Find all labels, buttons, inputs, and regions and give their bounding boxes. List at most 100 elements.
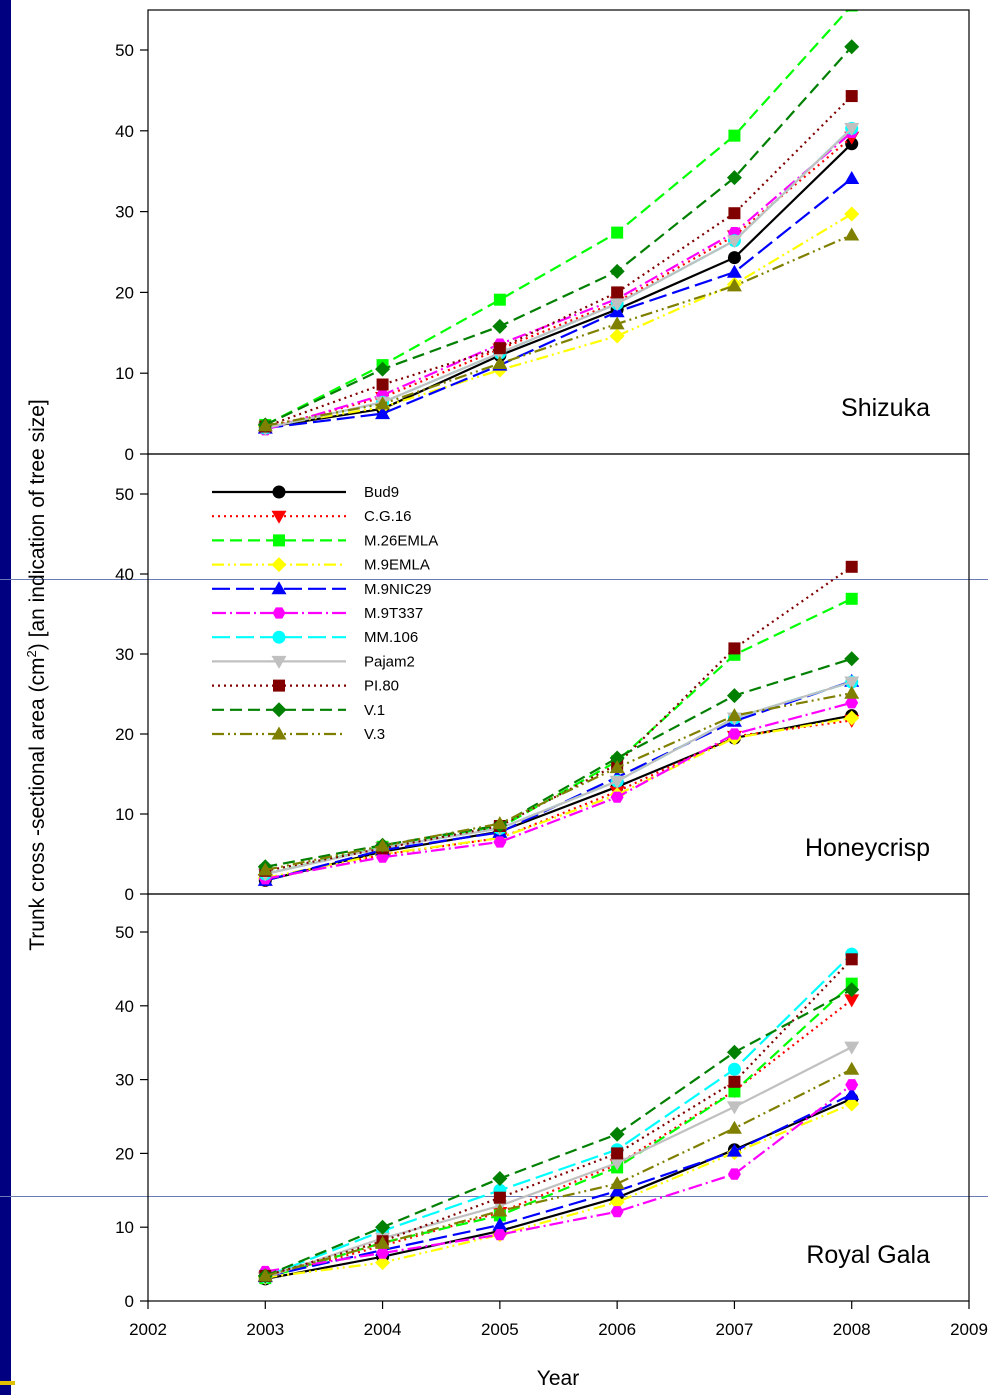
- data-point: [844, 170, 860, 184]
- legend-marker: [271, 581, 287, 595]
- data-point: [492, 1217, 508, 1231]
- data-point: [844, 39, 860, 55]
- data-point: [609, 775, 625, 789]
- series-line-v.3: [265, 692, 852, 872]
- y-tick-label: 0: [125, 445, 134, 464]
- data-point: [845, 592, 858, 605]
- data-point: [492, 816, 508, 830]
- series-line-pi.80: [264, 95, 853, 428]
- x-tick-label: 2005: [481, 1320, 519, 1339]
- legend-marker: [271, 557, 287, 573]
- legend-marker: [271, 726, 287, 740]
- data-point: [376, 378, 389, 391]
- panel-frame: [147, 453, 970, 895]
- legend-label: Pajam2: [364, 653, 415, 670]
- series-line-pi.80: [264, 958, 853, 1277]
- series-line-pi.80: [265, 565, 853, 872]
- series-line-m.26emla: [265, 597, 853, 876]
- data-point: [845, 560, 858, 573]
- data-point: [611, 1147, 624, 1160]
- data-point: [609, 1126, 625, 1142]
- data-point: [257, 862, 273, 876]
- chart-panel-royal-gala: Royal Gala: [147, 893, 970, 1302]
- data-point: [726, 278, 742, 292]
- data-point: [375, 838, 391, 852]
- series-line-c.g.16: [265, 136, 853, 430]
- legend-label: MM.106: [364, 629, 418, 646]
- data-point: [492, 318, 508, 334]
- data-point: [609, 298, 625, 312]
- data-point: [375, 1235, 391, 1249]
- series-line-m.9t337: [264, 131, 853, 431]
- y-tick-label: 40: [115, 122, 134, 141]
- legend: Bud9 C.G.16 M.26EMLA M.9EMLA M.9NIC29 M.9T337…: [212, 484, 438, 743]
- series-line-c.g.16: [265, 999, 853, 1279]
- legend-label: Bud9: [364, 484, 399, 501]
- data-point: [610, 1206, 624, 1218]
- data-point: [728, 642, 741, 655]
- x-tick-label: 2002: [129, 1320, 167, 1339]
- legend-marker: [272, 607, 286, 619]
- data-point: [493, 293, 506, 306]
- series-line-mm.106: [264, 953, 853, 1278]
- data-point: [844, 982, 860, 998]
- data-point: [609, 760, 625, 774]
- data-point: [375, 1219, 391, 1235]
- series-line-pajam2: [264, 1046, 853, 1279]
- legend-label: C.G.16: [364, 508, 412, 525]
- data-point: [727, 1168, 741, 1180]
- chart-panel-shizuka: Shizuka: [147, 9, 970, 455]
- data-point: [492, 1170, 508, 1186]
- series-line-m.26emla: [264, 10, 850, 426]
- slide-rule-line: [0, 579, 988, 580]
- data-point: [844, 122, 860, 136]
- data-point: [609, 328, 625, 344]
- slide-left-strip: [0, 0, 11, 1395]
- data-point: [844, 676, 860, 690]
- series-line-m.9emla: [265, 213, 853, 428]
- data-point: [375, 361, 391, 377]
- data-point: [610, 791, 624, 803]
- series-line-m.26emla: [264, 982, 853, 1280]
- data-point: [609, 1176, 625, 1190]
- data-point: [728, 207, 741, 220]
- panel-label: Shizuka: [841, 394, 930, 422]
- legend-marker: [272, 485, 286, 499]
- data-point: [493, 1191, 506, 1204]
- series-line-pajam2: [265, 680, 853, 876]
- y-tick-label: 50: [115, 923, 134, 942]
- data-point: [726, 708, 742, 722]
- data-point: [726, 235, 742, 249]
- y-tick-label: 20: [115, 725, 134, 744]
- data-point: [375, 396, 391, 410]
- data-point: [726, 1044, 742, 1060]
- x-tick-label: 2007: [716, 1320, 754, 1339]
- legend-label: M.9NIC29: [364, 581, 432, 598]
- y-tick-label: 50: [115, 41, 134, 60]
- panel-frame: [147, 893, 970, 1302]
- data-point: [844, 1061, 860, 1075]
- panel-plot-area: [257, 947, 860, 1286]
- data-point: [609, 750, 625, 766]
- panel-label: Royal Gala: [806, 1241, 930, 1269]
- data-point: [726, 1143, 742, 1157]
- data-point: [493, 1229, 507, 1241]
- legend-label: PI.80: [364, 678, 399, 695]
- data-point: [727, 728, 741, 740]
- series-line-pajam2: [265, 127, 853, 430]
- y-axis-title-superscript: 2: [24, 650, 39, 657]
- data-point: [844, 685, 860, 699]
- y-tick-label: 40: [115, 565, 134, 584]
- data-point: [845, 953, 858, 966]
- data-point: [728, 1075, 741, 1088]
- series-line-v.1: [265, 657, 853, 868]
- data-point: [609, 263, 625, 279]
- data-point: [376, 1247, 390, 1259]
- series-line-v.3: [265, 1068, 853, 1277]
- x-tick-label: 2003: [246, 1320, 284, 1339]
- y-tick-label: 0: [125, 885, 134, 904]
- data-point: [728, 1085, 741, 1098]
- series-line-bud9: [265, 142, 853, 429]
- x-tick-label: 2006: [598, 1320, 636, 1339]
